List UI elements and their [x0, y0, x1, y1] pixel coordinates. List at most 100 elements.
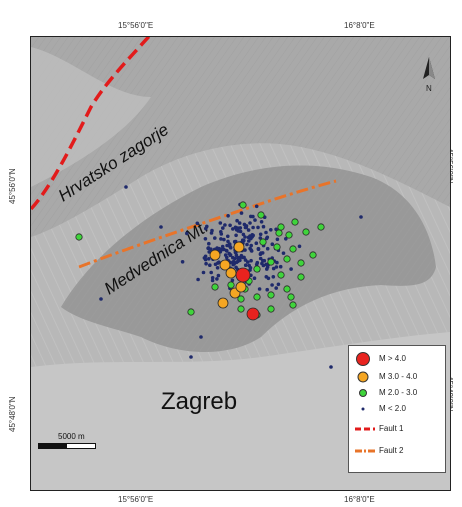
event-dot-small [259, 251, 263, 255]
event-dot-small [220, 244, 225, 249]
coord-bottom-left: 15°56'0"E [118, 495, 154, 504]
event-dot-small [248, 234, 252, 238]
legend-label: Fault 2 [379, 446, 404, 455]
event-dot-small [249, 248, 253, 252]
event-dot-small [264, 275, 269, 279]
event-dot-green [75, 233, 83, 241]
legend-label: M < 2.0 [379, 404, 406, 413]
event-dot-small [289, 267, 293, 271]
north-arrow-label: N [426, 84, 432, 93]
event-dot-small [265, 246, 270, 251]
event-dot-small [203, 237, 208, 241]
map-legend: M > 4.0 M 3.0 - 4.0 M 2.0 - 3.0 M < 2.0 … [348, 345, 446, 473]
event-dot-small [218, 221, 223, 225]
event-dot-small [210, 276, 215, 280]
green-circle-icon [359, 389, 367, 397]
event-dot-small [240, 238, 245, 242]
event-dot-green [267, 305, 275, 313]
event-dot-green [285, 231, 293, 239]
event-dot-small [206, 246, 210, 251]
event-dot-small [247, 239, 251, 243]
events-m-gt-4 [235, 267, 260, 321]
events-m-lt-2 [99, 185, 363, 369]
event-dot-green [309, 251, 317, 259]
event-dot-small [226, 214, 230, 218]
event-dot-small [222, 237, 226, 242]
event-dot-small [276, 282, 281, 287]
event-dot-green [287, 293, 295, 301]
event-dot-small [215, 266, 220, 270]
event-dot-small [265, 287, 269, 292]
event-dot-green [291, 218, 299, 226]
event-dot-green [273, 243, 281, 251]
event-dot-small [218, 249, 223, 253]
event-dot-green [237, 305, 245, 313]
coord-top-left: 15°56'0"E [118, 21, 154, 30]
event-dot-small [239, 211, 244, 215]
event-dot-small [228, 245, 233, 250]
event-dot-orange [233, 241, 245, 253]
event-dot-small [265, 235, 270, 240]
event-dot-small [256, 246, 261, 251]
event-dot-small [202, 256, 207, 260]
event-dot-small [159, 225, 163, 229]
event-dot-small [232, 261, 236, 266]
event-dot-small [284, 237, 288, 241]
event-dot-small [249, 243, 253, 248]
event-dot-small [254, 204, 259, 209]
event-dot-small [271, 275, 276, 279]
event-dot-orange [219, 259, 231, 271]
event-dot-small [207, 241, 211, 246]
event-dot-orange [209, 249, 221, 261]
event-dot-small [264, 230, 268, 235]
event-dot-small [99, 297, 103, 301]
event-dot-small [261, 224, 266, 229]
event-dot-small [208, 263, 212, 267]
red-dashed-line-icon [355, 427, 375, 431]
event-dot-small [246, 228, 251, 232]
event-dot-small [199, 335, 203, 339]
legend-item-m-lt-2: M < 2.0 [355, 402, 443, 416]
event-dot-small [259, 220, 264, 224]
legend-item-m-2-3: M 2.0 - 3.0 [355, 386, 443, 400]
event-dot-green [317, 223, 325, 231]
event-dot-small [235, 218, 239, 223]
legend-item-m-gt-4: M > 4.0 [355, 352, 443, 366]
coord-left-lower: 45°48'0"N [8, 396, 17, 432]
event-dot-small [195, 221, 200, 226]
event-dot-small [227, 251, 231, 256]
event-dot-small [254, 241, 259, 245]
event-dot-green [237, 295, 245, 303]
event-dot-green [297, 273, 305, 281]
event-dot-green [277, 223, 285, 231]
event-dot-small [278, 264, 283, 269]
event-dot-green [277, 271, 285, 279]
event-dot-small [196, 277, 200, 282]
event-dot-small [243, 235, 247, 239]
event-dot-small [189, 355, 193, 359]
event-dot-small [249, 258, 253, 263]
event-dot-small [245, 242, 249, 247]
event-dot-small [243, 263, 248, 267]
event-dot-small [271, 266, 276, 271]
event-dot-small [275, 237, 280, 242]
event-dot-small [231, 255, 235, 260]
event-dot-small [270, 242, 275, 246]
event-dot-green [259, 238, 267, 246]
event-dot-small [236, 229, 240, 233]
legend-label: M 2.0 - 3.0 [379, 388, 418, 397]
event-dot-small [227, 242, 232, 247]
event-dot-small [242, 222, 247, 227]
event-dot-green [239, 201, 247, 209]
event-dot-green [267, 291, 275, 299]
event-dot-small [241, 232, 246, 237]
event-dot-small [240, 255, 245, 260]
event-dot-green [187, 308, 195, 316]
event-dot-green [257, 211, 265, 219]
orange-dash-dot-line-icon [355, 449, 375, 453]
event-dot-small [359, 215, 363, 219]
event-dot-small [270, 283, 274, 287]
event-dot-small [223, 223, 227, 227]
event-dot-small [185, 231, 189, 236]
event-dot-small [209, 231, 214, 235]
